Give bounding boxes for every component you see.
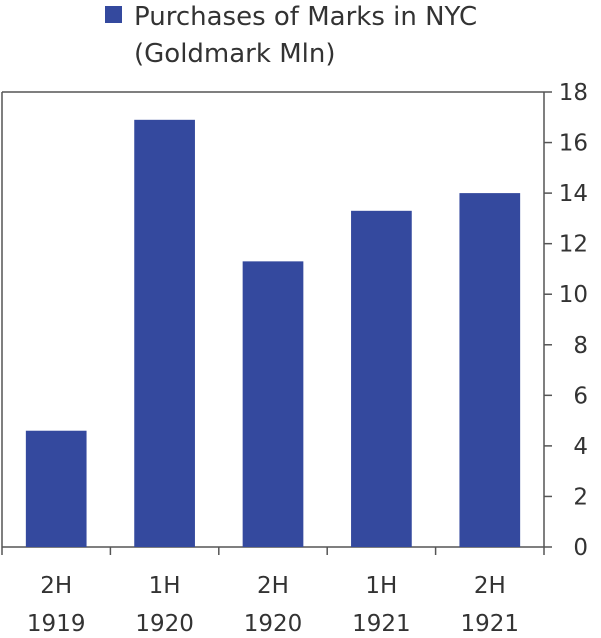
bar-2	[242, 261, 304, 547]
y-tick-label: 6	[573, 383, 588, 409]
x-tick-label: 2H	[40, 573, 72, 599]
legend: Purchases of Marks in NYC (Goldmark Mln)	[105, 2, 477, 69]
y-tick-label: 18	[559, 80, 588, 106]
x-tick-label: 2H	[257, 573, 289, 599]
bar-3	[351, 210, 412, 547]
x-tick-label: 1921	[461, 611, 520, 637]
y-tick-label: 12	[559, 232, 588, 258]
bars	[25, 119, 521, 548]
y-tick-label: 8	[573, 333, 588, 359]
y-tick-label: 16	[559, 131, 588, 157]
x-tick-label: 1921	[352, 611, 411, 637]
x-tick-label: 1919	[27, 611, 86, 637]
y-tick-label: 4	[573, 434, 588, 460]
legend-label-line-2: (Goldmark Mln)	[134, 39, 335, 69]
y-tick-label: 0	[573, 535, 588, 561]
x-tick-label: 1920	[244, 611, 303, 637]
y-axis: 0 2 4 6 8 10 12 14 16 18	[544, 80, 588, 561]
bar-1	[134, 119, 195, 547]
bar-4	[459, 193, 521, 548]
x-tick-label: 1H	[365, 573, 397, 599]
x-tick-label: 1920	[135, 611, 194, 637]
legend-swatch	[105, 6, 122, 23]
x-axis: 2H 1919 1H 1920 2H 1920 1H 1921 2H 1921	[1, 547, 545, 637]
y-tick-label: 14	[559, 181, 588, 207]
y-tick-label: 2	[573, 484, 588, 510]
bar-0	[25, 430, 87, 547]
x-tick-label: 1H	[149, 573, 181, 599]
legend-label-line-1: Purchases of Marks in NYC	[134, 2, 477, 32]
x-tick-label: 2H	[474, 573, 506, 599]
y-tick-label: 10	[559, 282, 588, 308]
